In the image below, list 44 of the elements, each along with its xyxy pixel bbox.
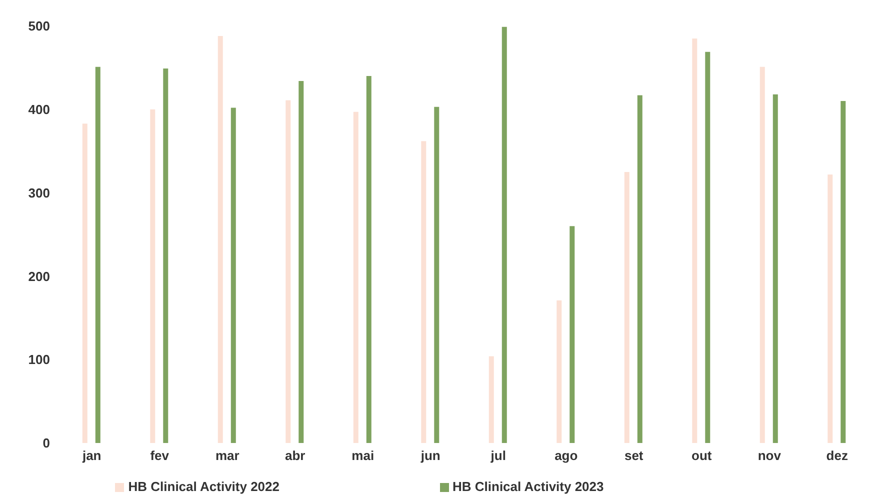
bar (502, 26, 507, 443)
bar (82, 124, 88, 443)
bar (840, 101, 846, 443)
bar (488, 356, 494, 443)
x-tick-label: dez (826, 448, 848, 464)
bar (828, 174, 833, 443)
bar (705, 52, 710, 443)
y-tick-label: 0 (42, 436, 50, 451)
y-tick-label: 200 (28, 268, 50, 284)
x-tick-label: ago (554, 448, 578, 464)
bar (366, 76, 372, 443)
legend-label: HB Clinical Activity 2023 (452, 479, 604, 494)
bar (218, 36, 223, 443)
bar (760, 66, 765, 443)
bar (230, 108, 236, 443)
x-tick-label: jan (81, 448, 102, 464)
bar (95, 66, 100, 443)
x-tick-label: mai (352, 448, 374, 464)
bar (353, 112, 358, 443)
x-tick-label: fev (150, 448, 170, 464)
bar (163, 68, 168, 443)
y-tick-label: 500 (28, 18, 50, 34)
bar (421, 141, 426, 443)
bar (772, 94, 778, 443)
bar (692, 38, 698, 443)
bar (150, 109, 156, 443)
x-tick-label: out (692, 448, 712, 464)
x-tick-label: set (624, 448, 644, 464)
bar (286, 100, 291, 443)
bar (298, 81, 304, 443)
x-tick-label: nov (758, 448, 782, 464)
bar (434, 106, 440, 443)
x-tick-label: mar (215, 448, 240, 464)
x-tick-label: abr (285, 448, 306, 464)
y-tick-label: 100 (28, 352, 50, 368)
bar (570, 226, 575, 443)
legend-label: HB Clinical Activity 2022 (128, 479, 280, 494)
bar (624, 172, 630, 443)
x-tick-label: jun (420, 448, 440, 464)
x-tick-label: jul (490, 448, 506, 464)
y-tick-label: 400 (28, 102, 50, 118)
bar (556, 300, 562, 443)
y-tick-label: 300 (28, 185, 50, 200)
bar (637, 95, 642, 443)
